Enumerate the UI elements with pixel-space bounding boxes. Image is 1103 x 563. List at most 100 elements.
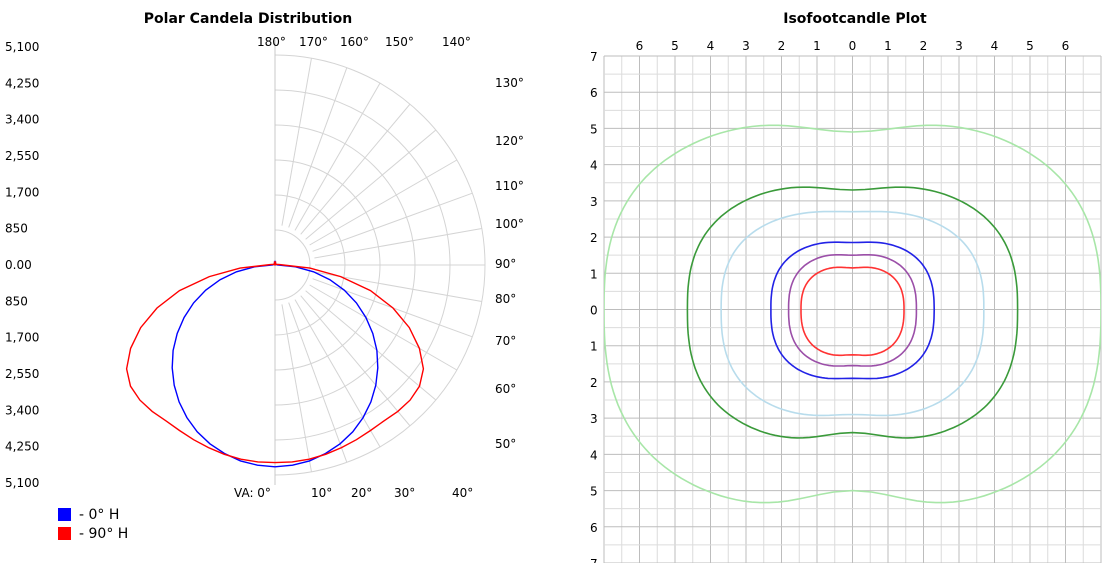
- polar-series-line-90h: [125, 261, 425, 464]
- polar-angle-label-right: 50°: [495, 437, 516, 451]
- iso-y-tick-label: 5: [590, 485, 598, 499]
- polar-spoke: [281, 304, 312, 472]
- polar-spoke: [294, 299, 381, 448]
- polar-angle-label-top: 150°: [385, 35, 414, 49]
- polar-spoke: [305, 129, 437, 240]
- iso-x-tick-label: 1: [884, 39, 892, 53]
- polar-radial-tick-label: 5,100: [5, 476, 39, 490]
- polar-angle-label-bottom: VA: 0°: [234, 486, 271, 500]
- polar-angle-label-top: 180°: [257, 35, 286, 49]
- iso-x-tick-label: 1: [813, 39, 821, 53]
- polar-radial-tick-label: 4,250: [5, 76, 39, 90]
- polar-angle-label-right: 90°: [495, 257, 516, 271]
- polar-radial-tick-label: 3,400: [5, 113, 39, 127]
- iso-contour-line: [770, 241, 936, 380]
- polar-spoke: [288, 67, 348, 228]
- iso-y-tick-label: 2: [590, 231, 598, 245]
- polar-spoke: [305, 290, 437, 401]
- polar-radial-tick-labels: 5,100 4,250 3,400 2,550 1,700 850 0.00 850 1,700…: [5, 40, 39, 490]
- polar-spoke: [288, 302, 348, 463]
- iso-y-tick-label: 0: [590, 304, 598, 318]
- polar-chart: Polar Candela Distribution 5,100 4,250 3,4…: [5, 11, 524, 500]
- polar-spoke: [309, 284, 458, 371]
- polar-spoke: [314, 228, 482, 259]
- iso-y-tick-label: 1: [590, 267, 598, 281]
- polar-spoke: [294, 82, 381, 231]
- iso-x-tick-label: 5: [671, 39, 679, 53]
- iso-x-tick-label: 0: [849, 39, 857, 53]
- iso-contour-line: [604, 124, 1101, 504]
- isofootcandle-chart: Isofootcandle Plot 6 5 4 3 2 1 0 1 2 3 4 5 6 7 6 5 4 3 2 1…: [590, 11, 1102, 563]
- polar-angle-label-bottom: 30°: [394, 486, 415, 500]
- iso-y-tick-label: 5: [590, 122, 598, 136]
- legend-item-0h: - 0° H: [58, 505, 128, 524]
- iso-x-tick-label: 2: [778, 39, 786, 53]
- polar-angle-label-bottom: 20°: [351, 486, 372, 500]
- polar-angle-label-top: 170°: [299, 35, 328, 49]
- iso-contour-line: [800, 266, 905, 357]
- polar-series-group: [125, 259, 425, 468]
- legend-item-90h: - 90° H: [58, 524, 128, 543]
- polar-spoke: [309, 159, 458, 246]
- legend-label-90h: - 90° H: [79, 525, 129, 542]
- polar-ring: [274, 229, 311, 301]
- polar-grid-spokes: [274, 55, 485, 475]
- polar-spoke: [300, 103, 411, 235]
- iso-y-tick-label: 6: [590, 521, 598, 535]
- polar-radial-tick-label: 0.00: [5, 258, 32, 272]
- iso-y-tick-label: 2: [590, 376, 598, 390]
- iso-x-tick-label: 4: [707, 39, 715, 53]
- polar-angle-label-bottom: 10°: [311, 486, 332, 500]
- polar-radial-tick-label: 2,550: [5, 367, 39, 381]
- iso-x-tick-label: 2: [920, 39, 928, 53]
- polar-chart-title: Polar Candela Distribution: [144, 11, 352, 27]
- iso-y-tick-labels: 7 6 5 4 3 2 1 0 1 2 3 4 5 6 7: [590, 50, 598, 563]
- iso-y-tick-label: 3: [590, 195, 598, 209]
- iso-x-tick-label: 4: [991, 39, 999, 53]
- iso-x-tick-labels: 6 5 4 3 2 1 0 1 2 3 4 5 6: [636, 39, 1070, 53]
- iso-chart-title: Isofootcandle Plot: [783, 11, 927, 27]
- iso-x-tick-label: 3: [742, 39, 750, 53]
- polar-angle-label-right: 80°: [495, 292, 516, 306]
- legend-swatch-90h: [58, 527, 71, 540]
- polar-radial-tick-label: 3,400: [5, 403, 39, 417]
- iso-contour-group: [604, 124, 1101, 504]
- polar-angle-label-top: 140°: [442, 35, 471, 49]
- polar-spoke: [312, 192, 473, 252]
- iso-y-tick-label: 6: [590, 86, 598, 100]
- iso-y-tick-label: 7: [590, 557, 598, 563]
- polar-angle-label-top: 160°: [340, 35, 369, 49]
- iso-contour-line: [787, 254, 918, 367]
- iso-x-tick-label: 6: [636, 39, 644, 53]
- polar-angle-label-right: 120°: [495, 134, 524, 148]
- polar-angle-labels: 180° 170° 160° 150° 140° 130° 120° 110° 100° 90° 8…: [234, 35, 524, 500]
- polar-angle-label-bottom: 40°: [452, 486, 473, 500]
- legend-swatch-0h: [58, 508, 71, 521]
- polar-radial-tick-label: 5,100: [5, 40, 39, 54]
- iso-x-tick-label: 6: [1062, 39, 1070, 53]
- polar-radial-tick-label: 850: [5, 294, 28, 308]
- polar-angle-label-right: 130°: [495, 76, 524, 90]
- polar-angle-label-right: 100°: [495, 217, 524, 231]
- iso-y-tick-label: 4: [590, 448, 598, 462]
- iso-y-tick-label: 3: [590, 412, 598, 426]
- legend-label-0h: - 0° H: [79, 506, 120, 523]
- polar-angle-label-right: 60°: [495, 382, 516, 396]
- polar-radial-tick-label: 4,250: [5, 440, 39, 454]
- polar-spoke: [281, 58, 312, 226]
- iso-contour-line: [686, 186, 1019, 439]
- iso-x-tick-label: 5: [1026, 39, 1034, 53]
- iso-y-tick-label: 7: [590, 50, 598, 64]
- iso-y-tick-label: 1: [590, 340, 598, 354]
- iso-x-tick-label: 3: [955, 39, 963, 53]
- iso-contour-line: [720, 210, 985, 417]
- polar-radial-tick-label: 1,700: [5, 185, 39, 199]
- polar-radial-tick-label: 1,700: [5, 331, 39, 345]
- polar-angle-label-right: 70°: [495, 334, 516, 348]
- polar-radial-tick-label: 2,550: [5, 149, 39, 163]
- polar-radial-tick-label: 850: [5, 222, 28, 236]
- iso-y-tick-label: 4: [590, 159, 598, 173]
- polar-angle-label-right: 110°: [495, 179, 524, 193]
- polar-legend: - 0° H - 90° H: [58, 505, 128, 543]
